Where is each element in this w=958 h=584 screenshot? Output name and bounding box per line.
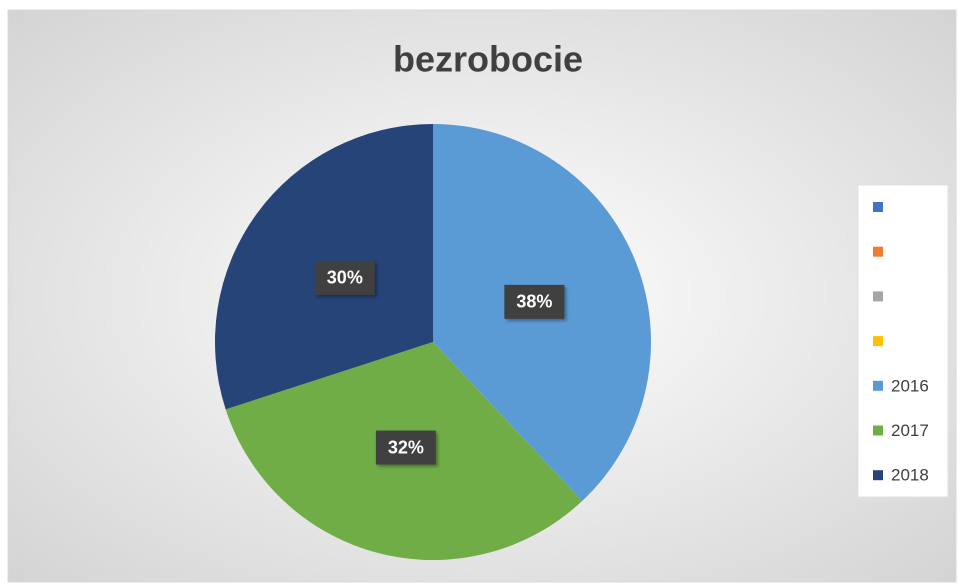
data-label: 32% — [388, 437, 424, 457]
legend-label: 2017 — [891, 421, 929, 440]
legend-marker — [873, 470, 883, 481]
chart-title: bezrobocie — [393, 39, 583, 80]
legend-marker — [873, 380, 883, 391]
data-label-box — [504, 284, 565, 319]
legend — [857, 184, 949, 498]
data-label: 38% — [516, 292, 552, 312]
legend-marker — [873, 202, 883, 212]
legend-marker — [873, 291, 883, 302]
data-label: 30% — [327, 268, 363, 288]
legend-marker — [873, 246, 883, 257]
legend-label: 2016 — [891, 376, 929, 395]
legend-marker — [873, 336, 883, 347]
data-label-box — [375, 430, 436, 465]
data-label-box — [314, 260, 375, 295]
legend-marker — [873, 425, 883, 436]
legend-label: 2018 — [891, 466, 929, 485]
